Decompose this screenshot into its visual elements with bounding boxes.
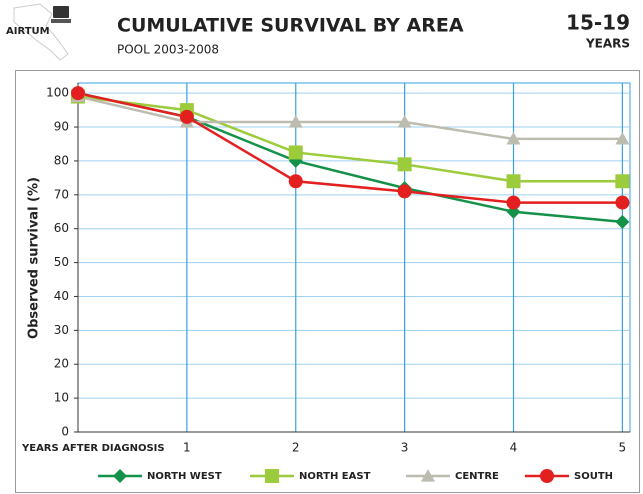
marker <box>615 214 630 229</box>
age-badge: 15-19 <box>566 11 630 35</box>
y-tick-label: 80 <box>54 153 69 167</box>
x-tick-label: 5 <box>619 441 627 455</box>
marker <box>506 131 521 145</box>
y-tick-label: 0 <box>61 425 69 439</box>
legend-label: CENTRE <box>455 471 499 482</box>
legend-marker <box>265 469 279 483</box>
marker <box>397 157 412 172</box>
y-tick-label: 10 <box>54 391 69 405</box>
marker <box>288 174 303 189</box>
chart-frame <box>15 70 640 493</box>
legend-label: NORTH WEST <box>147 471 222 482</box>
x-axis-label: YEARS AFTER DIAGNOSIS <box>21 443 165 454</box>
marker <box>288 145 303 160</box>
y-axis-label: Observed survival (%) <box>27 177 42 339</box>
legend-marker <box>113 469 127 483</box>
x-tick-label: 2 <box>292 441 300 455</box>
marker <box>615 174 630 189</box>
logo-keyboard <box>51 19 71 23</box>
marker <box>71 86 85 101</box>
chart-subtitle: POOL 2003-2008 <box>117 43 219 57</box>
y-tick-label: 70 <box>54 187 69 201</box>
age-badge-unit: YEARS <box>585 37 630 51</box>
legend-marker <box>540 469 554 483</box>
y-tick-label: 30 <box>54 323 69 337</box>
x-tick-label: 1 <box>183 441 191 455</box>
logo-monitor <box>53 6 69 18</box>
marker <box>397 184 412 199</box>
legend-marker <box>421 469 435 482</box>
y-tick-label: 40 <box>54 289 69 303</box>
chart-title: CUMULATIVE SURVIVAL BY AREA <box>117 15 464 37</box>
y-tick-label: 100 <box>46 86 69 100</box>
marker <box>506 174 521 189</box>
plot-area <box>77 82 631 433</box>
series-line <box>77 95 623 141</box>
series-line <box>77 95 623 183</box>
marker <box>506 195 521 210</box>
y-tick-label: 20 <box>54 357 69 371</box>
legend-label: SOUTH <box>574 471 613 482</box>
legend-label: NORTH EAST <box>299 471 371 482</box>
logo-text: AIRTUM <box>6 26 50 37</box>
series-line <box>77 91 623 204</box>
x-tick-label: 3 <box>401 441 409 455</box>
marker <box>615 195 630 210</box>
logo: AIRTUM <box>6 3 71 61</box>
marker <box>615 131 630 145</box>
marker <box>179 109 194 124</box>
y-tick-label: 50 <box>54 255 69 269</box>
y-tick-label: 60 <box>54 221 69 235</box>
marker <box>397 114 412 128</box>
logo-map <box>13 3 69 61</box>
x-tick-label: 4 <box>510 441 518 455</box>
y-tick-label: 90 <box>54 120 69 134</box>
marker <box>288 114 303 128</box>
